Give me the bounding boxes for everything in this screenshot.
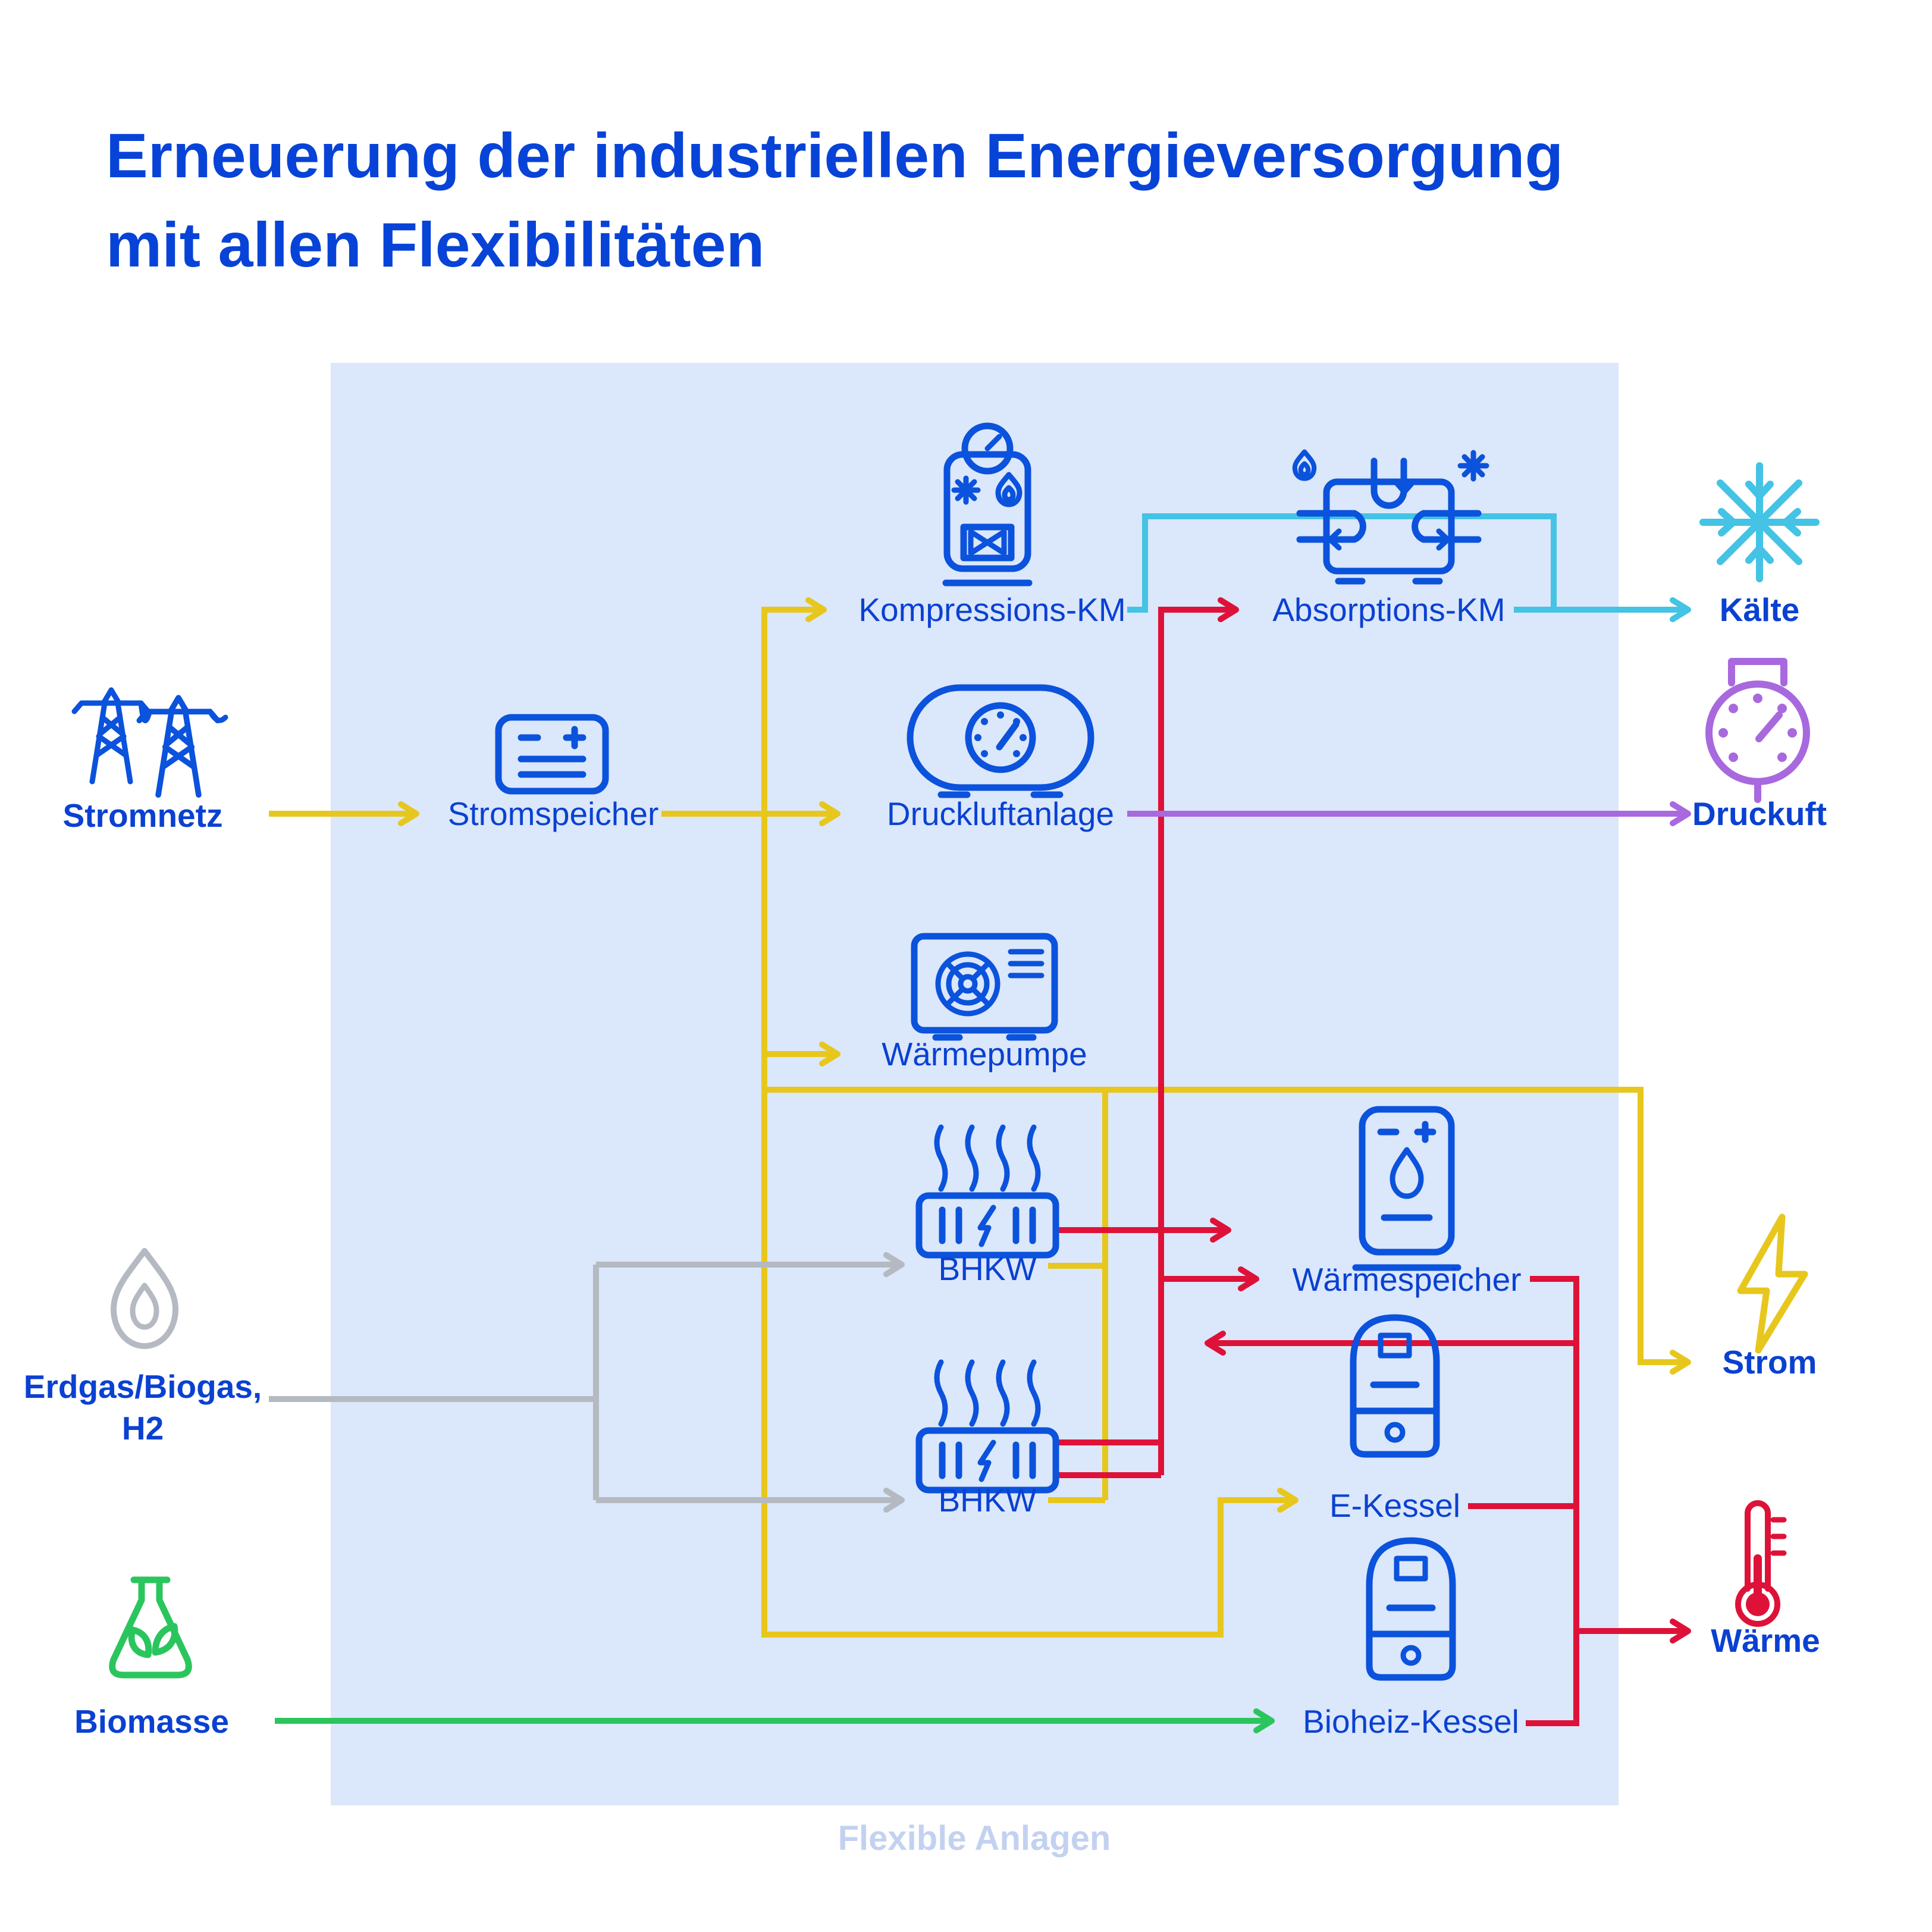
label-kompressions-km: Kompressions-KM bbox=[858, 591, 1125, 628]
label-biomasse: Biomasse bbox=[74, 1703, 229, 1740]
gas-flow-lines bbox=[269, 1252, 905, 1513]
line-bus-to-strom bbox=[764, 1087, 1691, 1375]
label-erdgas-line1: Erdgas/Biogas, bbox=[24, 1368, 262, 1405]
line-to-e-kessel bbox=[761, 814, 1299, 1638]
label-waermepumpe: Wärmepumpe bbox=[882, 1036, 1087, 1072]
page-title-line2: mit allen Flexibilitäten bbox=[106, 210, 764, 280]
label-e-kessel: E-Kessel bbox=[1329, 1487, 1460, 1524]
page-title-line1: Erneuerung der industriellen Energievers… bbox=[106, 121, 1563, 191]
label-strom: Strom bbox=[1723, 1344, 1817, 1381]
label-flexible-anlagen: Flexible Anlagen bbox=[838, 1819, 1111, 1858]
heat-pump-icon bbox=[911, 933, 1058, 1041]
label-bhkw-top: BHKW bbox=[939, 1250, 1037, 1287]
electric-boiler-icon bbox=[1350, 1314, 1440, 1458]
chp-radiator-icon bbox=[915, 1359, 1059, 1494]
label-stromspeicher: Stromspeicher bbox=[448, 795, 659, 832]
bio-boiler-icon bbox=[1366, 1537, 1456, 1681]
compression-chiller-icon bbox=[942, 422, 1033, 586]
battery-icon bbox=[495, 714, 609, 795]
label-erdgas-line2: H2 bbox=[122, 1410, 164, 1447]
power-grid-icon bbox=[71, 687, 228, 798]
label-bioheiz-kessel: Bioheiz-Kessel bbox=[1303, 1703, 1519, 1740]
label-waerme: Wärme bbox=[1711, 1622, 1820, 1659]
electricity-flow-lines bbox=[269, 597, 1691, 1638]
chp-radiator-icon bbox=[915, 1124, 1059, 1259]
label-stromnetz: Stromnetz bbox=[63, 797, 223, 834]
lightning-icon bbox=[1737, 1213, 1808, 1354]
heat-storage-icon bbox=[1352, 1106, 1461, 1271]
label-druckluftanlage: Druckluftanlage bbox=[887, 795, 1114, 832]
line-to-absorptions-km bbox=[1158, 597, 1239, 1475]
line-heat-collector-bus bbox=[1526, 1276, 1579, 1726]
biomass-flask-icon bbox=[109, 1576, 192, 1679]
pressure-gauge-icon bbox=[1705, 658, 1810, 803]
heat-flow-lines bbox=[1058, 597, 1691, 1726]
label-druckluft: Druckuft bbox=[1692, 795, 1827, 832]
flexible-plants-zone bbox=[331, 363, 1619, 1805]
label-kaelte: Kälte bbox=[1720, 591, 1800, 628]
label-bhkw-bottom: BHKW bbox=[939, 1482, 1037, 1519]
line-to-kompressions-km bbox=[761, 597, 827, 814]
label-absorptions-km: Absorptions-KM bbox=[1272, 591, 1505, 628]
gas-flame-icon bbox=[111, 1248, 178, 1349]
snowflake-icon bbox=[1699, 462, 1820, 582]
label-waermespeicher: Wärmespeicher bbox=[1292, 1261, 1521, 1298]
compressed-air-tank-icon bbox=[907, 684, 1094, 798]
thermometer-icon bbox=[1735, 1500, 1787, 1627]
absorption-chiller-icon bbox=[1292, 449, 1489, 585]
